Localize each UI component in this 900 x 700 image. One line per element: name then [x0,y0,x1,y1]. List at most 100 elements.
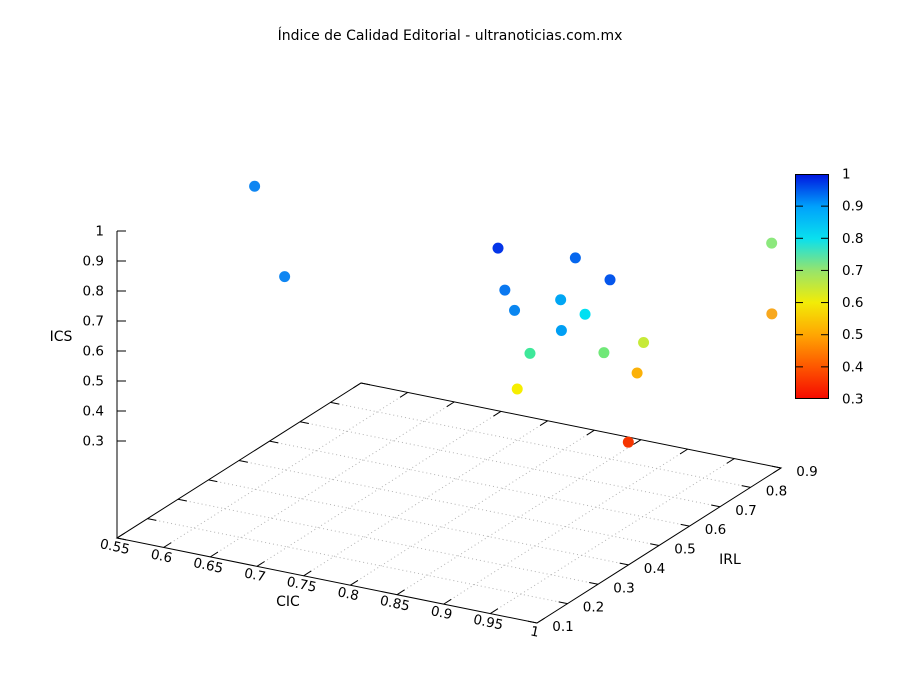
x-axis-tick [396,589,405,596]
y-axis-tick [772,465,782,469]
grid-line [163,392,408,548]
y-axis-tick-mirror [147,518,157,521]
z-tick-label: 0.6 [83,344,104,360]
x-axis-tick-mirror [586,429,595,436]
scatter-point [249,180,261,192]
x-tick-label: 0.95 [472,612,505,634]
x-axis-tick [303,570,312,577]
colorbar-tick-label: 0.6 [842,295,863,311]
x-axis-tick-mirror [353,382,362,389]
y-tick-label: 0.8 [766,483,787,499]
y-axis-tick-mirror [330,401,340,405]
colorbar-tick-label: 0.7 [842,263,863,279]
scatter-point [622,436,634,448]
y-axis-tick [711,504,721,508]
y-tick-label: 0.9 [796,464,817,480]
scatter-point [579,308,591,320]
x-axis-tick [116,532,125,539]
scatter-point [604,274,616,286]
colorbar-tick-label: 0.9 [842,199,863,215]
x-tick-label: 0.8 [336,584,360,604]
chart-title: Índice de Calidad Editorial - ultranotic… [277,28,623,44]
scatter-point [766,308,778,320]
x-axis-tick-mirror [539,420,548,427]
scatter-point [524,347,536,359]
scatter-point [555,294,567,306]
y-axis-tick [528,620,538,624]
colorbar-tick-label: 0.5 [842,327,863,343]
x-tick-label: 1 [529,623,541,640]
colorbar-tick-label: 0.8 [842,231,863,247]
y-axis-tick-mirror [299,421,309,425]
x-axis-tick [536,617,545,624]
x-tick-label: 0.6 [149,546,173,566]
scatter-point [492,242,504,254]
grid-line [330,401,751,488]
scatter-point [569,252,581,264]
y-axis-tick [589,581,599,585]
z-tick-label: 0.4 [83,404,104,420]
x-axis-tick [443,598,452,605]
scatter-point [511,383,523,395]
grid-line [350,429,595,586]
y-axis-tick-mirror [238,460,248,463]
z-tick-label: 0.8 [83,284,104,300]
y-tick-label: 0.5 [674,542,695,558]
x-tick-label: 0.75 [285,574,318,596]
colorbar-tick-label: 0.4 [842,359,863,375]
scatter-point [279,271,291,283]
z-tick-label: 0.9 [83,254,104,270]
plot-base-border [115,382,783,624]
grid-line [177,498,599,585]
colorbar-tick-label: 1 [842,167,851,183]
y-tick-label: 0.6 [705,522,726,538]
x-axis-title: CIC [276,594,300,610]
y-axis-tick [741,485,751,488]
scatter-point [555,325,567,337]
z-tick-label: 0.7 [83,314,104,330]
x-axis-tick-mirror [493,410,502,417]
y-axis-tick [619,562,629,566]
y-tick-label: 0.1 [552,619,573,635]
grid-line [256,410,502,567]
x-axis-tick-mirror [773,467,782,474]
grid-line [299,421,721,508]
y-tick-label: 0.4 [644,561,665,577]
scatter-point [631,367,643,379]
y-axis-tick-mirror [360,382,370,386]
x-axis-tick [163,542,172,548]
y-axis-tick-mirror [208,479,218,483]
y-axis-tick-mirror [269,440,279,444]
x-axis-tick-mirror [446,401,455,408]
x-tick-label: 0.7 [243,565,267,585]
z-axis-title: ICS [49,329,73,345]
grid-line [303,420,548,577]
grid-line [443,448,688,605]
x-tick-label: 0.65 [192,555,225,577]
x-tick-label: 0.85 [378,593,411,615]
x-tick-label: 0.55 [98,536,131,558]
x-axis-tick-mirror [399,392,408,398]
z-tick-label: 1 [95,224,104,240]
x-axis-tick [490,608,499,614]
z-tick-label: 0.3 [83,434,104,450]
colorbar-tick-label: 0.3 [842,392,863,408]
x-axis-tick-mirror [679,448,688,455]
y-tick-label: 0.3 [613,580,634,596]
scatter-point [638,336,650,348]
grid-line [238,460,660,546]
y-axis-tick-mirror [177,498,187,502]
x-axis-tick [210,551,219,558]
y-tick-label: 0.7 [735,503,756,519]
scatter-point [766,237,778,249]
y-axis-title: IRL [719,552,741,568]
y-axis-tick [650,543,660,546]
x-axis-tick-mirror [633,439,642,445]
y-axis-tick-mirror [116,537,126,541]
grid-line [210,401,455,558]
scatter-point [598,347,610,359]
y-axis-tick [680,523,690,527]
grid-line [208,479,629,566]
